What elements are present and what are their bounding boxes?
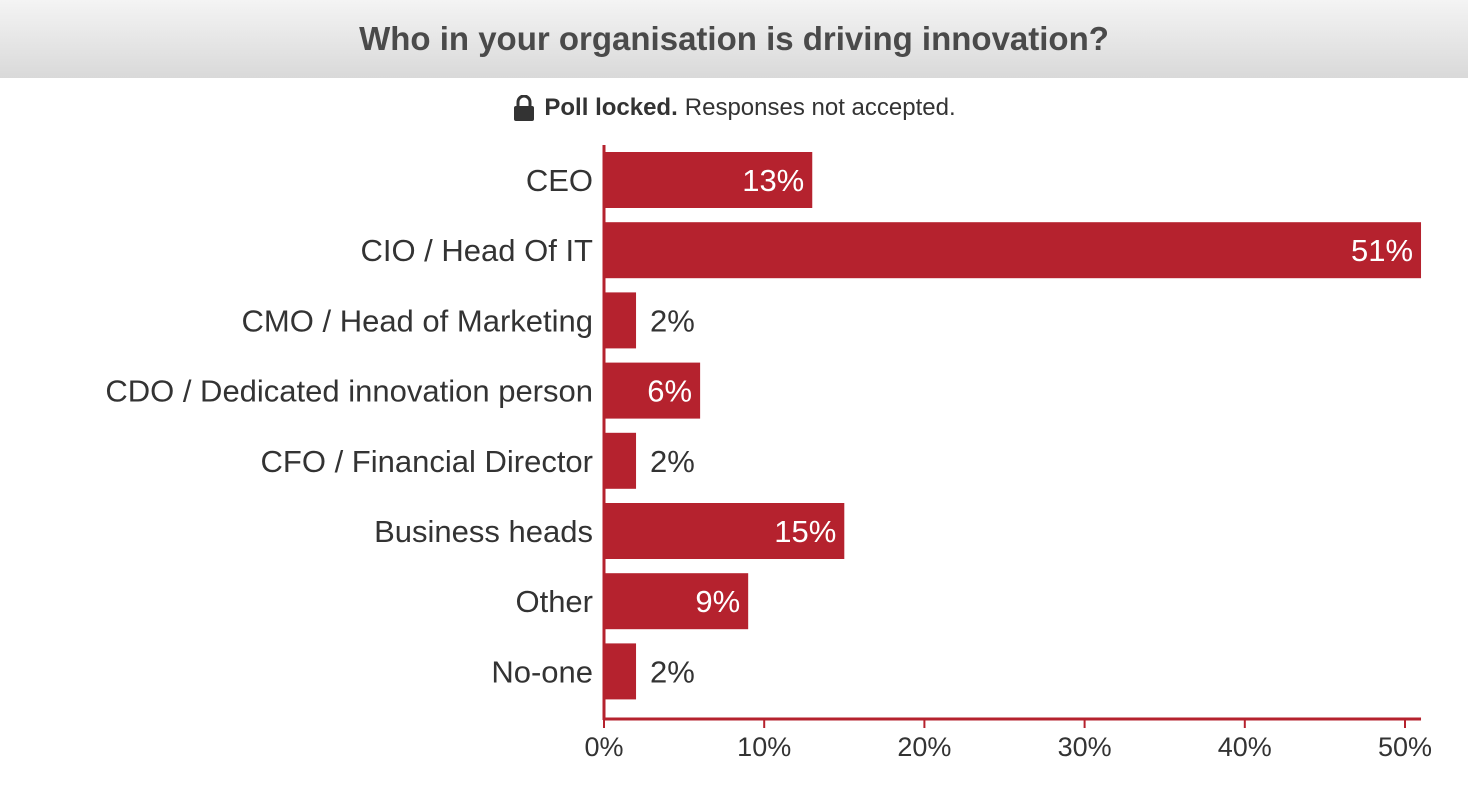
data-label: 2% (650, 303, 695, 338)
bar (604, 573, 749, 630)
x-tick-label: 40% (1218, 732, 1272, 762)
category-label: CIO / Head Of IT (360, 233, 593, 268)
data-label: 6% (647, 374, 692, 409)
x-tick-label: 0% (584, 732, 623, 762)
data-label: 2% (650, 444, 695, 479)
x-tick-label: 50% (1378, 732, 1432, 762)
bar (604, 503, 845, 559)
x-tick-label: 10% (737, 732, 791, 762)
poll-locked-message: Responses not accepted. (684, 94, 956, 121)
poll-header: Who in your organisation is driving inno… (0, 0, 1468, 78)
poll-title: Who in your organisation is driving inno… (359, 20, 1109, 57)
data-label: 13% (742, 163, 804, 198)
poll-status: Poll locked. Responses not accepted. (0, 90, 1468, 126)
x-tick-label: 20% (897, 732, 951, 762)
bar (604, 643, 637, 700)
category-label: CMO / Head of Marketing (242, 303, 593, 338)
data-label: 51% (1351, 233, 1413, 268)
data-label: 15% (774, 514, 836, 549)
data-label: 9% (695, 584, 740, 619)
category-label: No-one (491, 654, 593, 689)
bar (604, 152, 813, 208)
bar (604, 222, 1422, 279)
category-label: CEO (526, 163, 593, 198)
category-label: CFO / Financial Director (261, 444, 593, 479)
bar (604, 292, 637, 349)
category-label: Business heads (374, 514, 593, 549)
x-tick-label: 30% (1058, 732, 1112, 762)
lock-icon (512, 94, 536, 121)
category-label: CDO / Dedicated innovation person (105, 374, 593, 409)
category-label: Other (515, 584, 593, 619)
data-label: 2% (650, 654, 695, 689)
poll-locked-label: Poll locked. (544, 94, 678, 121)
bar (604, 432, 637, 489)
bar (604, 362, 701, 419)
